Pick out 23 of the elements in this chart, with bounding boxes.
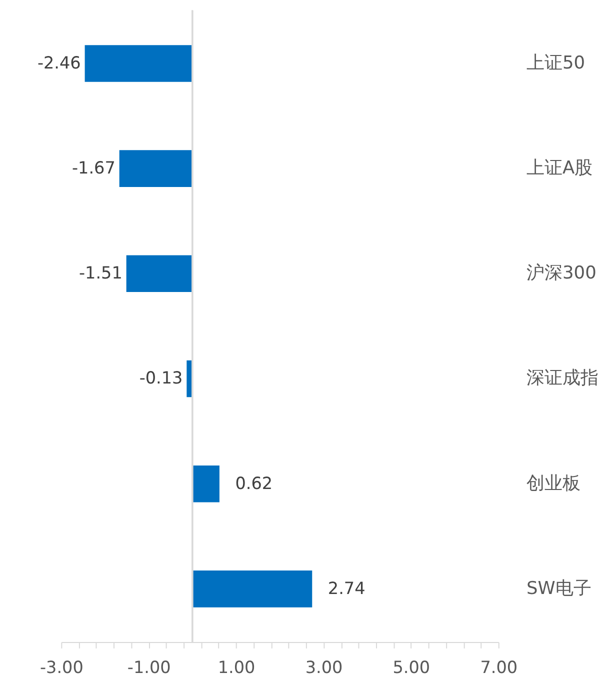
x-tick-label: -1.00 [127, 657, 171, 678]
bar [126, 255, 192, 292]
x-tick-label: 5.00 [392, 657, 430, 678]
y-tick-label: 上证A股 [526, 158, 593, 179]
x-tick-label: -3.00 [40, 657, 84, 678]
data-label: -0.13 [139, 368, 183, 388]
bar [192, 465, 220, 502]
x-tick-label: 1.00 [218, 657, 256, 678]
bar [192, 570, 312, 608]
data-label: -2.46 [37, 52, 81, 72]
data-label: -1.67 [72, 158, 116, 178]
x-tick-label: 7.00 [480, 657, 518, 678]
x-tick-label: 3.00 [305, 657, 343, 678]
y-tick-label: 上证50 [526, 53, 586, 74]
y-tick-label: 深证成指 [526, 368, 599, 389]
y-tick-label: 沪深300 [526, 262, 596, 284]
data-label: -1.51 [78, 262, 122, 283]
bar [119, 150, 192, 187]
data-label: 0.62 [235, 472, 273, 493]
y-tick-label: 创业板 [526, 474, 581, 494]
data-label: 2.74 [328, 578, 366, 598]
y-tick-label: SW电子 [526, 578, 592, 599]
bar [84, 45, 192, 82]
